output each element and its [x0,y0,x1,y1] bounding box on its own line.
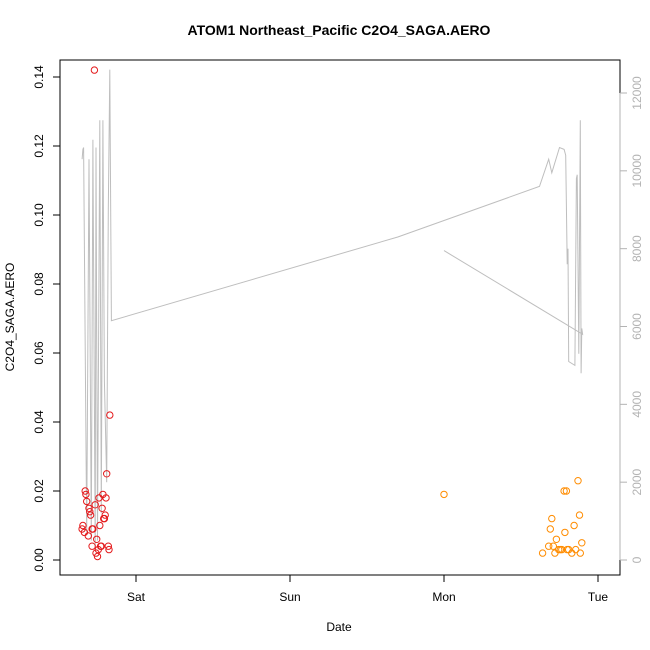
data-point [88,542,96,550]
x-tick-label: Sun [279,590,300,604]
data-point [81,487,89,495]
data-point [106,411,114,419]
x-tick-label: Mon [432,590,455,604]
data-point [90,66,99,74]
data-point [549,542,557,550]
y-tick-label: 0.02 [32,479,46,503]
data-point [572,545,580,554]
data-point [82,490,90,499]
data-point [538,549,547,557]
data-point [578,539,586,547]
data-point [100,514,109,523]
x-tick-label: Sat [127,590,146,604]
y2-tick-label: 10000 [630,154,644,188]
y-tick-label: 0.10 [32,203,46,227]
y-axis-label: C2O4_SAGA.AERO [3,263,17,372]
y-tick-label: 0.00 [32,548,46,572]
y2-tick-label: 2000 [630,468,644,495]
data-point [552,535,561,543]
data-point [93,552,102,561]
data-point [84,532,93,540]
data-point [93,535,101,543]
data-point [101,511,109,519]
data-point [560,487,568,495]
y-tick-label: 0.06 [32,341,46,365]
altitude-line [81,69,584,549]
y-tick-label: 0.14 [32,65,46,89]
data-point [96,521,104,530]
axes-layer: 0.00 0.02 0.04 0.06 0.08 0.10 0.12 0.14 Sat Sun Mo… [32,65,644,604]
y-tick-label: 0.12 [32,134,46,158]
y2-tick-label: 6000 [630,313,644,340]
data-points-layer [78,66,586,561]
data-point [576,549,584,557]
data-point [105,545,113,554]
chart-title: ATOM1 Northeast_Pacific C2O4_SAGA.AERO [188,22,491,38]
data-point [440,490,448,499]
altitude-track-layer [81,69,584,549]
data-point [574,477,582,485]
data-point [570,521,578,530]
data-point [561,528,569,537]
data-point [548,514,556,523]
data-point [575,511,584,519]
y2-tick-label: 4000 [630,391,644,418]
plot-frame [59,59,621,576]
data-point [104,542,113,550]
data-point [98,504,106,512]
data-point [85,504,93,512]
data-point [91,501,99,509]
y-tick-label: 0.04 [32,410,46,434]
data-point [86,508,94,516]
y-tick-label: 0.08 [32,272,46,296]
data-point [83,497,91,506]
data-point [102,494,110,502]
x-tick-label: Tue [588,590,609,604]
data-point [545,542,553,550]
data-point [546,525,554,533]
data-point [558,545,566,554]
data-point [89,525,97,533]
y2-tick-label: 8000 [630,235,644,262]
data-point [97,542,106,550]
data-point [86,511,95,519]
data-point [562,487,571,495]
y2-tick-label: 12000 [630,76,644,110]
data-point [103,470,111,478]
y2-tick-label: 0 [630,556,644,563]
data-point [79,521,87,530]
x-axis-label: Date [326,620,352,634]
